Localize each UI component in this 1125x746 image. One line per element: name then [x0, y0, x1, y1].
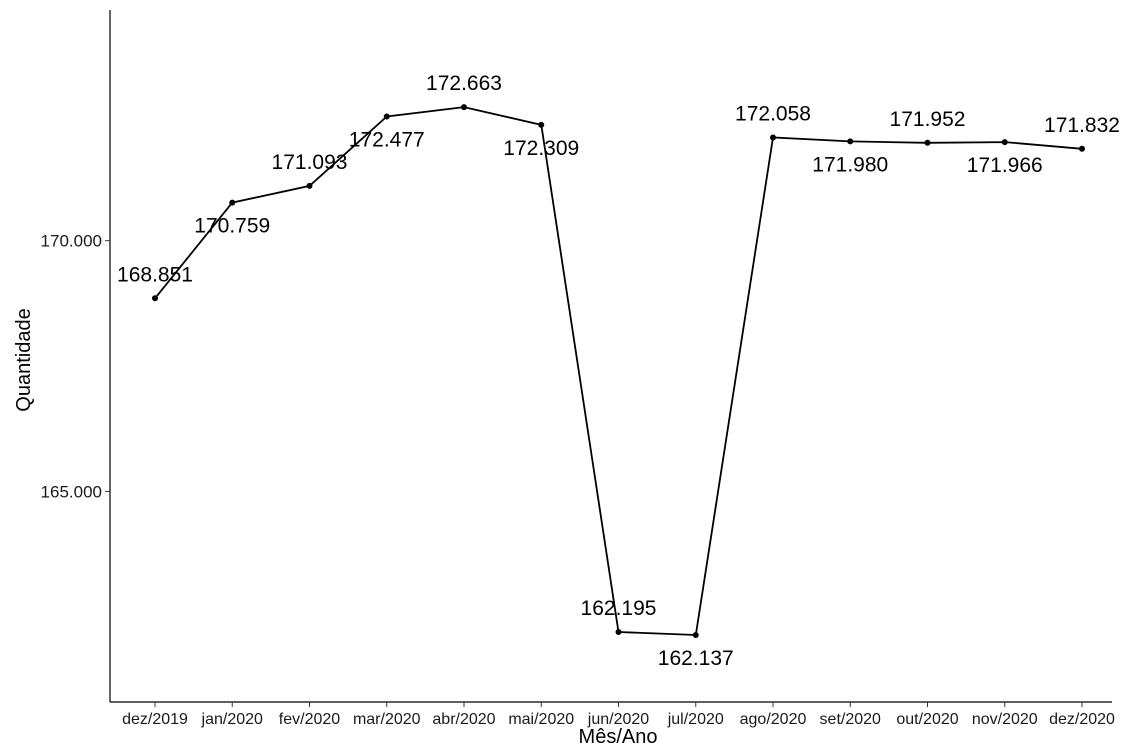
- y-tick-label: 165.000: [41, 482, 102, 501]
- data-point: [847, 138, 854, 145]
- x-tick-label: dez/2020: [1049, 711, 1115, 728]
- data-label: 172.663: [426, 72, 502, 95]
- data-label: 171.832: [1044, 114, 1120, 137]
- x-tick-label: nov/2020: [972, 711, 1038, 728]
- data-label: 162.195: [581, 597, 657, 620]
- data-point: [152, 295, 158, 302]
- data-point: [306, 182, 313, 189]
- x-tick-label: abr/2020: [432, 711, 495, 728]
- x-tick-label: jul/2020: [667, 711, 724, 728]
- data-label: 172.058: [735, 102, 811, 125]
- data-point: [924, 139, 931, 146]
- x-tick-label: set/2020: [820, 711, 881, 728]
- y-tick-label: 170.000: [41, 232, 102, 251]
- data-point: [692, 631, 699, 638]
- data-point: [538, 121, 545, 128]
- y-axis-title: Quantidade: [13, 308, 35, 411]
- data-point: [229, 199, 236, 206]
- data-label: 172.309: [503, 137, 579, 160]
- data-label: 171.093: [272, 151, 348, 174]
- x-tick-label: jan/2020: [201, 711, 263, 728]
- x-tick-label: fev/2020: [279, 711, 340, 728]
- x-tick-label: mar/2020: [353, 711, 421, 728]
- data-label: 171.966: [967, 154, 1043, 177]
- x-axis-title: Mês/Ano: [579, 726, 658, 746]
- data-points: [152, 104, 1085, 638]
- x-tick-label: dez/2019: [122, 711, 188, 728]
- x-tick-label: mai/2020: [508, 711, 574, 728]
- data-label: 168.851: [117, 263, 193, 286]
- series-line: [154, 106, 1083, 636]
- x-tick-label: out/2020: [896, 711, 958, 728]
- data-point: [1001, 139, 1008, 146]
- axes: [109, 10, 1112, 703]
- data-label: 172.477: [349, 128, 425, 151]
- data-point: [770, 134, 776, 141]
- data-label: 171.952: [890, 108, 966, 131]
- data-label: 170.759: [194, 215, 270, 238]
- data-point: [615, 629, 622, 636]
- x-tick-label: ago/2020: [740, 711, 807, 728]
- data-point: [1079, 145, 1085, 152]
- data-label: 162.137: [658, 647, 734, 670]
- x-axis-ticks: dez/2019 jan/2020 fev/2020 mar/2020 abr/2020…: [122, 702, 1115, 728]
- y-axis-ticks: 165.000 170.000: [41, 232, 110, 501]
- data-label: 171.980: [812, 153, 888, 176]
- x-tick-label: jun/2020: [587, 711, 649, 728]
- data-point: [383, 113, 390, 120]
- data-point: [461, 104, 467, 111]
